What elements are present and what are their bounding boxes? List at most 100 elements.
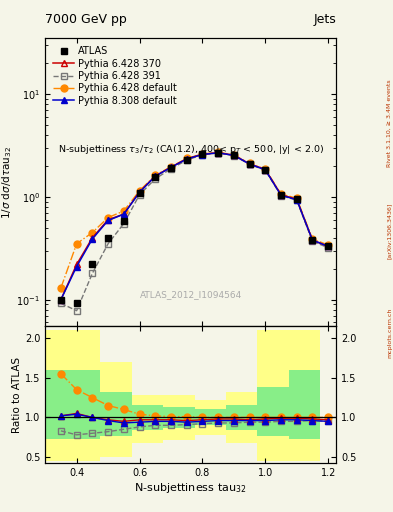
Pythia 6.428 391 <box>279 193 283 199</box>
ATLAS <box>90 262 95 268</box>
Pythia 8.308 default <box>200 152 205 158</box>
Pythia 6.428 391 <box>326 245 331 251</box>
Pythia 6.428 370 <box>153 173 158 179</box>
Pythia 6.428 default <box>137 187 142 194</box>
Text: Jets: Jets <box>313 13 336 26</box>
X-axis label: N-subjettiness tau$_{32}$: N-subjettiness tau$_{32}$ <box>134 481 247 495</box>
Pythia 8.308 default <box>263 167 268 173</box>
Pythia 6.428 default <box>247 160 252 166</box>
ATLAS <box>294 196 299 202</box>
Pythia 6.428 default <box>216 150 220 156</box>
Text: [arXiv:1306.3436]: [arXiv:1306.3436] <box>387 202 392 259</box>
Bar <box>257 387 289 436</box>
ATLAS <box>184 157 189 163</box>
Pythia 6.428 370 <box>184 156 189 162</box>
Pythia 8.308 default <box>169 164 173 170</box>
Pythia 6.428 370 <box>216 150 220 156</box>
Y-axis label: Ratio to ATLAS: Ratio to ATLAS <box>12 357 22 433</box>
Pythia 8.308 default <box>310 237 315 243</box>
Pythia 6.428 370 <box>200 151 205 157</box>
Pythia 8.308 default <box>326 243 331 249</box>
Bar <box>69 370 100 439</box>
ATLAS <box>231 152 236 158</box>
Pythia 6.428 391 <box>294 197 299 203</box>
Pythia 6.428 default <box>200 151 205 157</box>
Pythia 8.308 default <box>74 264 79 270</box>
Pythia 6.428 370 <box>231 152 236 158</box>
Pythia 6.428 default <box>279 191 283 197</box>
ATLAS <box>106 234 110 241</box>
Bar <box>289 330 320 461</box>
Pythia 6.428 391 <box>310 238 315 244</box>
Pythia 6.428 370 <box>310 237 315 243</box>
Line: Pythia 6.428 370: Pythia 6.428 370 <box>58 150 331 303</box>
Line: Pythia 6.428 391: Pythia 6.428 391 <box>58 150 331 313</box>
Pythia 6.428 391 <box>247 161 252 167</box>
Pythia 6.428 391 <box>59 300 63 306</box>
Pythia 6.428 370 <box>137 189 142 195</box>
Pythia 6.428 391 <box>153 176 158 182</box>
ATLAS <box>137 189 142 196</box>
Pythia 6.428 370 <box>74 262 79 268</box>
Y-axis label: 1/$\sigma$ d$\sigma$/d$\tau$au$_{32}$: 1/$\sigma$ d$\sigma$/d$\tau$au$_{32}$ <box>0 146 14 219</box>
Legend: ATLAS, Pythia 6.428 370, Pythia 6.428 391, Pythia 6.428 default, Pythia 8.308 de: ATLAS, Pythia 6.428 370, Pythia 6.428 39… <box>50 43 180 109</box>
Pythia 6.428 391 <box>184 157 189 163</box>
Pythia 6.428 370 <box>263 166 268 173</box>
Bar <box>100 392 132 436</box>
Pythia 8.308 default <box>184 156 189 162</box>
ATLAS <box>121 218 126 224</box>
Text: mcplots.cern.ch: mcplots.cern.ch <box>387 308 392 358</box>
Pythia 8.308 default <box>216 150 220 156</box>
Bar <box>289 370 320 439</box>
Pythia 6.428 default <box>169 164 173 170</box>
Pythia 8.308 default <box>59 296 63 303</box>
Pythia 6.428 391 <box>169 166 173 172</box>
Pythia 6.428 370 <box>90 234 95 241</box>
Pythia 6.428 default <box>326 242 331 248</box>
Line: ATLAS: ATLAS <box>58 150 331 306</box>
Pythia 6.428 default <box>231 152 236 158</box>
Bar <box>163 407 195 428</box>
Pythia 6.428 default <box>59 285 63 291</box>
Bar <box>132 404 163 430</box>
Line: Pythia 8.308 default: Pythia 8.308 default <box>58 150 331 303</box>
Pythia 8.308 default <box>294 197 299 203</box>
Bar <box>226 392 257 443</box>
Pythia 8.308 default <box>137 189 142 196</box>
Pythia 6.428 default <box>263 166 268 172</box>
Pythia 6.428 391 <box>231 153 236 159</box>
Pythia 6.428 391 <box>137 191 142 198</box>
Text: Rivet 3.1.10, ≥ 3.4M events: Rivet 3.1.10, ≥ 3.4M events <box>387 79 392 167</box>
Bar <box>195 409 226 424</box>
Pythia 8.308 default <box>231 152 236 158</box>
Pythia 6.428 391 <box>263 167 268 173</box>
Pythia 8.308 default <box>279 192 283 198</box>
Text: ATLAS_2012_I1094564: ATLAS_2012_I1094564 <box>140 290 242 300</box>
ATLAS <box>59 296 63 303</box>
Pythia 6.428 391 <box>106 241 110 247</box>
Bar <box>69 330 100 461</box>
Bar <box>195 400 226 435</box>
ATLAS <box>279 191 283 198</box>
Bar <box>100 362 132 457</box>
Bar <box>226 404 257 430</box>
Pythia 8.308 default <box>153 173 158 179</box>
ATLAS <box>310 237 315 243</box>
Text: 7000 GeV pp: 7000 GeV pp <box>45 13 127 26</box>
ATLAS <box>200 151 205 157</box>
Text: N-subjettiness $\tau_3/\tau_2$ (CA(1.2), 400< p$_T$ < 500, |y| < 2.0): N-subjettiness $\tau_3/\tau_2$ (CA(1.2),… <box>57 143 324 156</box>
Pythia 6.428 default <box>74 241 79 247</box>
Pythia 6.428 default <box>310 236 315 242</box>
Pythia 6.428 default <box>106 215 110 221</box>
ATLAS <box>326 243 331 249</box>
Pythia 8.308 default <box>247 161 252 167</box>
Pythia 6.428 391 <box>90 270 95 276</box>
Pythia 6.428 391 <box>200 152 205 158</box>
Bar <box>163 395 195 440</box>
Pythia 6.428 391 <box>216 150 220 156</box>
Pythia 6.428 391 <box>74 308 79 314</box>
Bar <box>257 330 289 461</box>
Pythia 6.428 370 <box>247 161 252 167</box>
ATLAS <box>153 174 158 180</box>
Bar <box>132 395 163 443</box>
